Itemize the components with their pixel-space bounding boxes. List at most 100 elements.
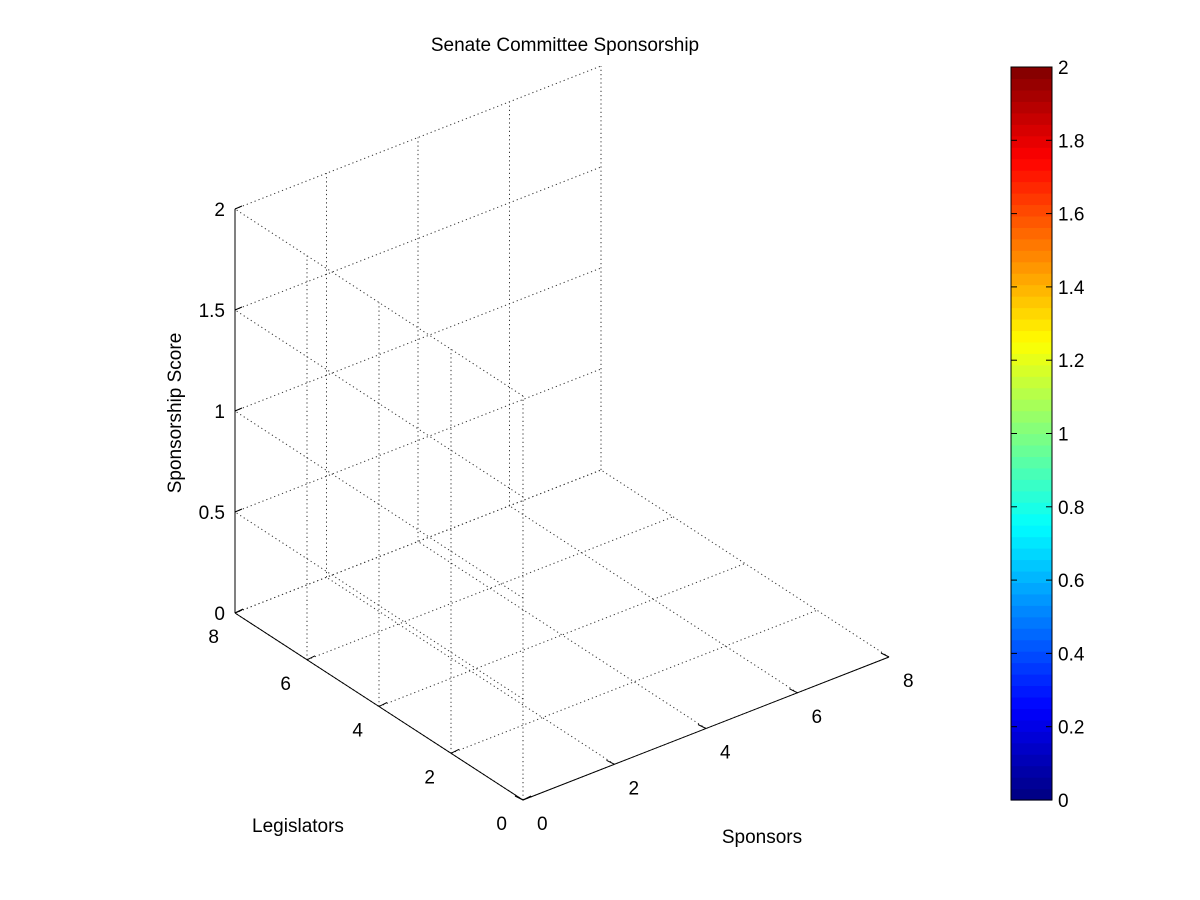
colorbar-swatch [1011, 582, 1052, 595]
colorbar-swatch [1011, 181, 1052, 194]
colorbar-swatch [1011, 639, 1052, 652]
z-tick-mark [234, 407, 243, 412]
z-tick-mark [234, 508, 243, 513]
colorbar-swatch [1011, 444, 1052, 457]
x-tick-mark [606, 759, 615, 765]
colorbar-tick-label: 1.2 [1058, 351, 1084, 372]
colorbar-swatch [1011, 651, 1052, 664]
y-tick-mark [306, 655, 316, 661]
colorbar-tick-label: 0 [1058, 791, 1069, 812]
colorbar-swatch [1011, 112, 1052, 125]
colorbar-swatch [1011, 467, 1052, 480]
colorbar-swatch [1011, 731, 1052, 744]
colorbar-swatch [1011, 215, 1052, 228]
colorbar-swatch [1011, 399, 1052, 412]
colorbar-swatch [1011, 696, 1052, 709]
colorbar-swatch [1011, 89, 1052, 102]
y-tick-label: 8 [208, 627, 219, 648]
x-tick-mark [880, 652, 890, 658]
colorbar-swatch [1011, 422, 1052, 435]
y-tick-label: 0 [496, 814, 507, 835]
y-tick-label: 6 [280, 674, 291, 695]
colorbar-swatch [1011, 158, 1052, 171]
floor-grid-line [509, 505, 798, 694]
colorbar-tick-label: 1 [1058, 425, 1069, 446]
colorbar-swatch [1011, 170, 1052, 183]
colorbar-swatch [1011, 387, 1052, 400]
colorbar-swatch [1011, 754, 1052, 767]
colorbar-swatch [1011, 227, 1052, 240]
colorbar-swatch [1011, 548, 1052, 561]
colorbar-swatch [1011, 742, 1052, 755]
y-tick-mark [450, 748, 460, 754]
colorbar-tick-label: 1.6 [1058, 205, 1084, 226]
colorbar-tick-label: 0.8 [1058, 498, 1084, 519]
colorbar-swatch [1011, 101, 1052, 114]
colorbar-tick-label: 0.4 [1058, 644, 1085, 665]
y-tick-label: 4 [352, 721, 363, 742]
x-tick-label: 4 [720, 743, 731, 764]
colorbar-swatch [1011, 570, 1052, 583]
z-tick-mark [234, 205, 243, 210]
colorbar-swatch [1011, 307, 1052, 320]
z-tick-label: 1 [214, 402, 225, 423]
colorbar-tick-label: 2 [1058, 58, 1069, 79]
colorbar-swatch [1011, 318, 1052, 332]
x-tick-mark [697, 724, 707, 729]
colorbar-swatch [1011, 410, 1052, 423]
colorbar-swatch [1011, 192, 1052, 206]
colorbar-swatch [1011, 788, 1052, 801]
colorbar-swatch [1011, 364, 1052, 377]
floor-grid-line [417, 541, 707, 729]
wall-grid-line [234, 511, 524, 700]
x-tick-mark [789, 688, 798, 694]
colorbar-swatch [1011, 147, 1052, 160]
wall-grid-line [234, 410, 524, 599]
colorbar: 0 0.2 0.4 0.6 0.8 1 1.2 1.4 1.6 1.8 2 [1010, 58, 1085, 812]
z-tick-mark [234, 306, 243, 311]
colorbar-tick-label: 0.2 [1058, 718, 1084, 739]
colorbar-swatch [1011, 525, 1052, 538]
colorbar-swatch [1011, 273, 1052, 286]
colorbar-tick-label: 1.8 [1058, 131, 1084, 152]
colorbar-swatch [1011, 765, 1052, 778]
z-tick-mark [234, 609, 243, 614]
colorbar-swatch [1011, 605, 1052, 618]
colorbar-swatch [1011, 502, 1052, 515]
y-tick-label: 2 [424, 767, 435, 788]
colorbar-swatch [1011, 284, 1052, 297]
colorbar-swatch [1011, 719, 1052, 732]
colorbar-swatch [1011, 616, 1052, 629]
y-axis-label: Legislators [252, 816, 344, 837]
colorbar-swatch [1011, 628, 1052, 641]
z-axis-label: Sponsorship Score [165, 333, 186, 494]
colorbar-swatch [1011, 513, 1052, 526]
colorbar-swatch [1011, 490, 1052, 503]
colorbar-swatch [1011, 67, 1052, 80]
colorbar-swatch [1011, 674, 1052, 687]
colorbar-swatch [1011, 479, 1052, 492]
colorbar-swatch [1011, 261, 1052, 274]
colorbar-swatch [1011, 662, 1052, 675]
colorbar-swatch [1011, 593, 1052, 606]
colorbar-swatch [1011, 559, 1052, 572]
colorbar-swatch [1011, 78, 1052, 91]
colorbar-swatch [1011, 777, 1052, 790]
colorbar-swatch [1011, 685, 1052, 698]
wall-grid-line [234, 208, 524, 397]
colorbar-swatch [1011, 536, 1052, 549]
colorbar-swatch [1011, 353, 1052, 366]
chart-title: Senate Committee Sponsorship [431, 35, 699, 56]
x-tick-label: 2 [629, 778, 640, 799]
y-tick-mark [522, 795, 532, 801]
floor-grid-line [326, 576, 615, 765]
colorbar-swatch [1011, 124, 1052, 137]
z-tick-label: 0 [214, 604, 225, 625]
colorbar-tick-label: 1.4 [1058, 278, 1085, 299]
x-tick-mark [514, 795, 524, 801]
y-tick-mark [378, 702, 388, 707]
floor-grid-line [600, 469, 890, 658]
colorbar-swatch [1011, 341, 1052, 354]
